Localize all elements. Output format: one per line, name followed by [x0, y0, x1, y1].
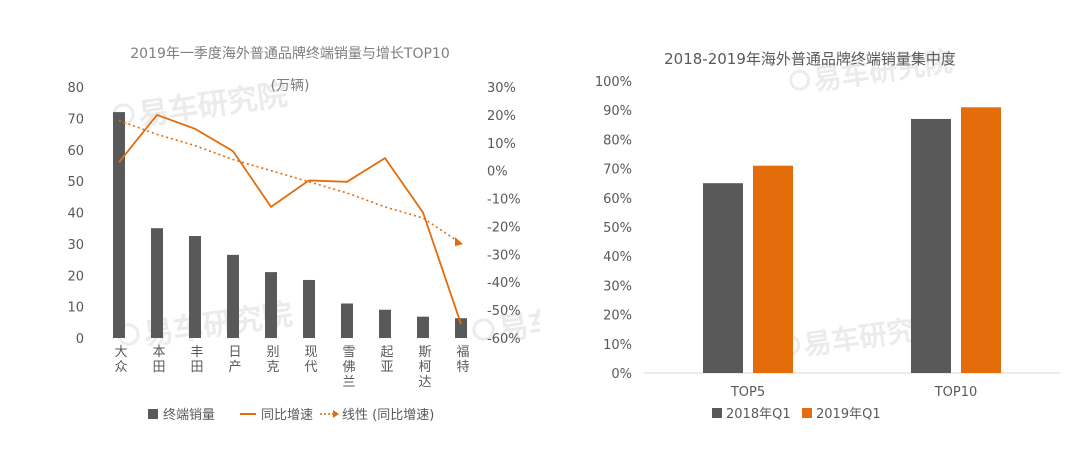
legend-label: 2019年Q1: [816, 407, 881, 422]
legend-label: 2018年Q1: [726, 407, 791, 422]
bar-10: [455, 318, 467, 338]
y-tick-label: 70%: [603, 163, 632, 178]
x-tick-label: TOP10: [934, 385, 978, 400]
bar-9: [417, 316, 429, 338]
y-tick-label: 90%: [603, 104, 632, 119]
left-chart-panel: 易车研究院 易车研究院 易车研究院 2019年一季度海外普通品牌终端销量与增长TOP…: [0, 0, 650, 466]
bar-top5-1: [703, 183, 743, 373]
legend-swatch-bar: [148, 409, 158, 419]
y-left-tick-label: 50: [67, 175, 84, 190]
y-left-tick-label: 30: [67, 238, 84, 253]
x-tick-label: 雪佛兰: [342, 345, 355, 390]
y-left-tick-label: 70: [67, 112, 84, 127]
plot-area: 0% 10% 20% 30% 40% 50% 60% 70% 80% 90% 100% TOP5 TOP…: [595, 75, 1060, 400]
y-left-tick-label: 20: [67, 269, 84, 284]
watermark-logo-icon: [472, 318, 495, 341]
legend-swatch: [802, 408, 812, 418]
trend-arrow-icon: [455, 237, 463, 247]
bar-4: [227, 254, 239, 338]
y-tick-label: 10%: [603, 338, 632, 353]
y-tick-label: 60%: [603, 192, 632, 207]
watermark-logo-icon: [789, 69, 811, 91]
y-right-tick-label: -10%: [487, 193, 521, 208]
bar-7: [341, 303, 353, 338]
x-tick-label: 本田: [152, 345, 165, 375]
x-tick-label: 丰田: [190, 345, 203, 375]
y-right-tick-label: -30%: [487, 248, 521, 263]
legend-arrow-icon: [333, 410, 339, 418]
x-tick-label: 日产: [228, 345, 241, 375]
x-tick-label: 现代: [304, 345, 317, 375]
legend-label: 线性 (同比增速): [342, 408, 434, 423]
bar-6: [303, 279, 315, 338]
y-tick-label: 50%: [603, 221, 632, 236]
watermark-text: 易车研究院: [136, 77, 289, 133]
legend: 2018年Q1 2019年Q1: [712, 407, 881, 422]
bar-3: [189, 236, 201, 338]
bar-top5-2: [753, 165, 793, 373]
bar-top10-1: [911, 118, 951, 374]
y-right-tick-label: 30%: [487, 81, 516, 96]
chart-title: 2018-2019年海外普通品牌终端销量集中度: [664, 50, 956, 68]
plot-area: 0 10 20 30 40 50 60 70 80 -60% -50% -40% -30% -20% -10…: [67, 81, 520, 390]
y-left-tick-label: 80: [67, 81, 84, 96]
chart-subtitle: (万辆): [271, 78, 310, 94]
y-tick-label: 20%: [603, 309, 632, 324]
right-chart-panel: 易车研究院 易车研究院 2018-2019年海外普通品牌终端销量集中度 0% 10%…: [540, 0, 1080, 466]
x-tick-label: 福特: [456, 345, 469, 375]
y-tick-label: 40%: [603, 250, 632, 265]
legend-label: 终端销量: [163, 407, 215, 423]
y-tick-label: 30%: [603, 279, 632, 294]
bar-5: [265, 272, 277, 338]
legend: 终端销量 同比增速 线性 (同比增速): [148, 407, 434, 423]
y-left-tick-label: 40: [67, 207, 84, 222]
y-right-tick-label: -60%: [487, 332, 521, 347]
bar-2: [151, 228, 163, 338]
y-left-tick-label: 60: [67, 144, 84, 159]
watermark: 易车研究院: [112, 77, 290, 133]
growth-line: [118, 113, 462, 325]
x-tick-label: 起亚: [380, 345, 393, 375]
legend-label: 同比增速: [261, 408, 313, 423]
y-right-tick-label: -20%: [487, 220, 521, 235]
y-right-tick-label: 10%: [487, 137, 516, 152]
bar-1: [113, 112, 125, 338]
chart-title: 2019年一季度海外普通品牌终端销量与增长TOP10: [130, 45, 449, 62]
x-tick-label: 斯柯达: [418, 345, 431, 390]
y-right-tick-label: 0%: [487, 165, 508, 180]
y-right-tick-label: -50%: [487, 304, 521, 319]
bar-8: [379, 309, 391, 338]
y-tick-label: 80%: [603, 133, 632, 148]
bar-top10-2: [961, 107, 1001, 373]
legend-swatch: [712, 408, 722, 418]
x-tick-label: 大众: [114, 345, 127, 375]
y-left-tick-label: 0: [76, 332, 84, 347]
y-tick-label: 100%: [595, 75, 632, 90]
x-tick-label: 别克: [266, 345, 279, 375]
trend-line: [118, 119, 462, 244]
y-right-tick-label: 20%: [487, 109, 516, 124]
y-tick-label: 0%: [611, 367, 632, 382]
y-right-tick-label: -40%: [487, 276, 521, 291]
y-left-tick-label: 10: [67, 301, 84, 316]
x-tick-label: TOP5: [730, 385, 765, 400]
